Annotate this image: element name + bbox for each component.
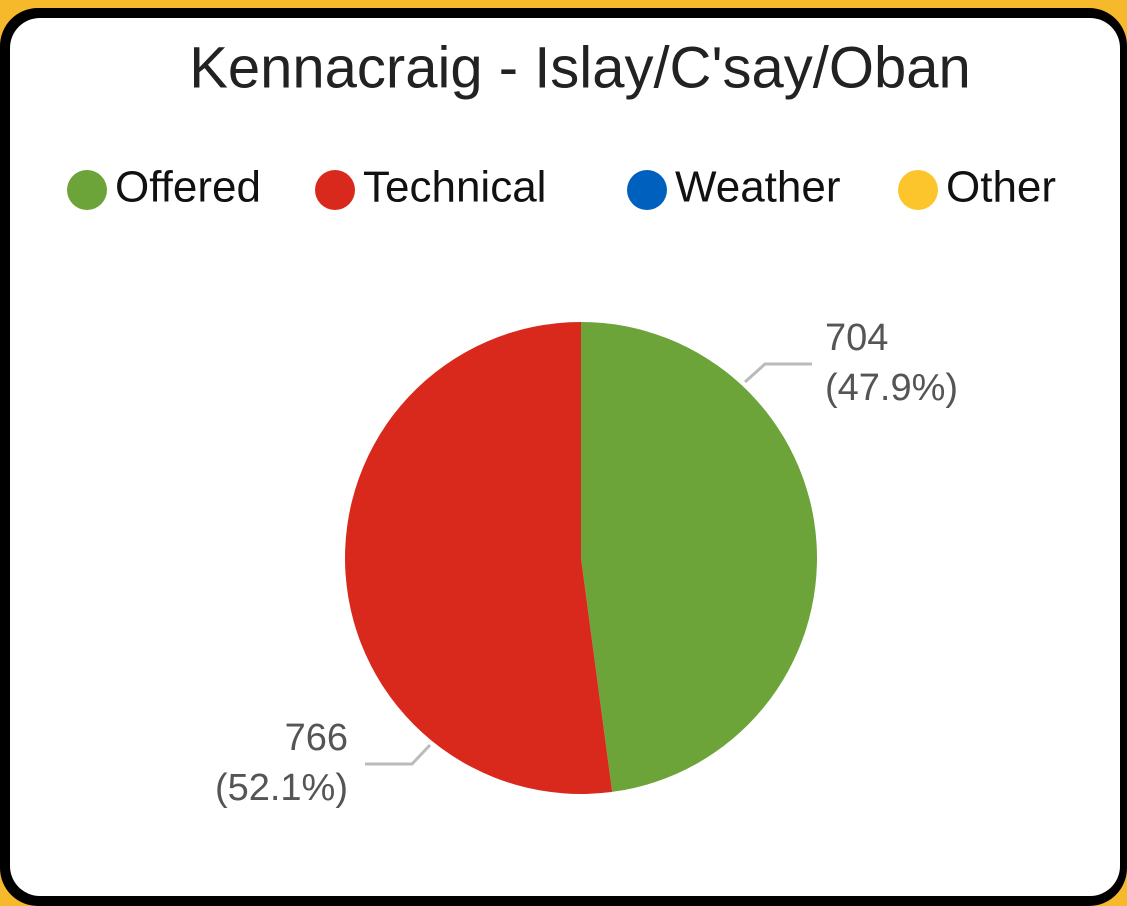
data-label: 704 bbox=[825, 317, 888, 359]
legend-swatch bbox=[67, 170, 107, 210]
legend-label: Offered bbox=[115, 163, 261, 212]
chart: Kennacraig - Islay/C'say/Oban Offered Tec… bbox=[67, 35, 1056, 809]
legend-label: Other bbox=[946, 163, 1056, 212]
chart-card: Kennacraig - Islay/C'say/Oban Offered Tec… bbox=[10, 18, 1120, 896]
leader-line bbox=[365, 743, 432, 766]
percent-label: (47.9%) bbox=[825, 367, 958, 409]
frame: Kennacraig - Islay/C'say/Oban Offered Tec… bbox=[0, 8, 1127, 906]
legend-swatch bbox=[627, 170, 667, 210]
chart-title: Kennacraig - Islay/C'say/Oban bbox=[189, 35, 971, 100]
legend-swatch bbox=[898, 170, 938, 210]
legend-label: Weather bbox=[675, 163, 841, 212]
percent-label: (52.1%) bbox=[215, 767, 348, 809]
legend-swatch bbox=[315, 170, 355, 210]
legend-label: Technical bbox=[363, 163, 546, 212]
data-label: 766 bbox=[285, 717, 348, 759]
pie-slice bbox=[581, 322, 818, 792]
pie-slice bbox=[345, 322, 613, 794]
leader-line bbox=[743, 362, 812, 384]
